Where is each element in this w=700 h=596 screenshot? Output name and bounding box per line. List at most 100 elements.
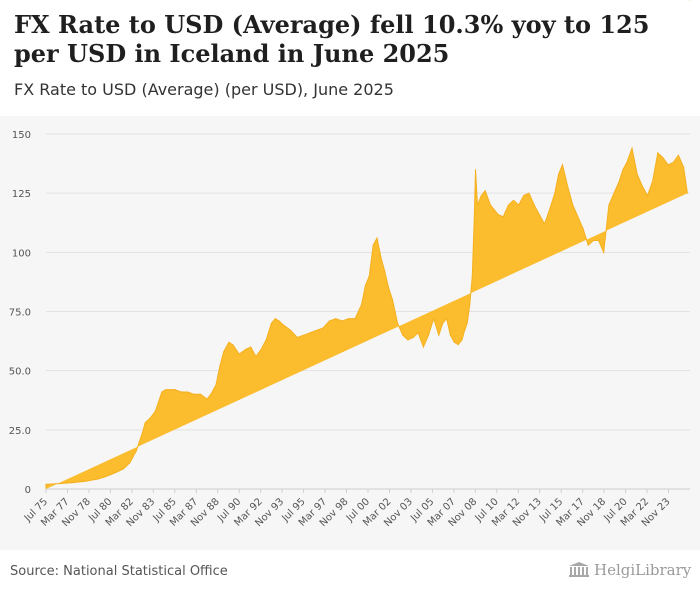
data-point (646, 194, 649, 197)
data-point (449, 334, 451, 336)
data-point (538, 213, 540, 216)
data-point (528, 192, 530, 194)
data-point (174, 389, 176, 391)
data-point (135, 450, 137, 452)
data-point (274, 318, 276, 320)
data-point (598, 239, 600, 242)
source-note: Source: National Statistical Office (10, 564, 228, 579)
data-point (238, 353, 240, 355)
data-point (84, 480, 86, 482)
data-point (180, 391, 182, 393)
data-point (417, 332, 419, 334)
data-point (219, 365, 221, 367)
data-point (255, 355, 257, 358)
chart-title: FX Rate to USD (Average) fell 10.3% yoy … (14, 10, 650, 68)
data-point (165, 389, 167, 391)
data-point (144, 422, 146, 424)
data-point (518, 204, 520, 206)
data-point (471, 275, 473, 277)
data-point (489, 204, 491, 206)
data-point (376, 237, 378, 239)
data-point (686, 192, 689, 194)
data-point (667, 164, 669, 166)
data-point (103, 476, 105, 478)
data-point (587, 244, 589, 246)
data-point (618, 180, 620, 182)
data-point (688, 0, 690, 1)
data-point (402, 334, 404, 336)
data-point (466, 322, 468, 324)
data-point (384, 270, 386, 272)
data-point (232, 344, 234, 346)
data-point (533, 204, 535, 206)
data-point (348, 318, 350, 320)
data-point (523, 194, 525, 197)
data-point (328, 320, 330, 322)
data-point (407, 339, 409, 341)
data-point (397, 322, 399, 324)
data-point (391, 299, 394, 301)
data-point (567, 185, 569, 187)
data-point (480, 194, 482, 197)
data-point (290, 329, 292, 331)
data-point (193, 393, 195, 395)
data-point (206, 398, 208, 400)
data-point (493, 209, 495, 211)
data-point (608, 204, 610, 206)
data-point (260, 348, 262, 350)
data-point (484, 190, 486, 192)
data-point (315, 329, 318, 331)
data-point (469, 303, 471, 305)
data-point (303, 334, 305, 336)
y-tick-label: 100 (12, 248, 31, 259)
data-point (657, 152, 659, 154)
data-point (464, 329, 466, 331)
data-point (631, 147, 633, 149)
data-point (572, 204, 574, 206)
data-point (662, 157, 664, 159)
data-point (270, 322, 272, 324)
data-point (446, 318, 448, 320)
data-point (341, 320, 343, 322)
data-point (622, 168, 624, 171)
data-point (71, 482, 73, 484)
data-point (652, 180, 654, 182)
data-point (554, 192, 556, 194)
data-point (278, 320, 280, 322)
y-tick-label: 25.0 (9, 426, 31, 437)
chart-subtitle: FX Rate to USD (Average) (per USD), June… (14, 80, 394, 99)
data-point (380, 256, 382, 258)
data-point (265, 339, 267, 341)
data-point (636, 173, 638, 175)
logo-text: HelgiLibrary (594, 561, 692, 579)
data-point (457, 344, 459, 346)
data-point (372, 244, 374, 246)
data-point (558, 173, 560, 175)
y-tick-label: 125 (12, 189, 31, 200)
data-point (626, 161, 628, 163)
data-point (96, 478, 99, 480)
data-point (354, 318, 356, 320)
data-point (368, 275, 370, 277)
data-point (422, 346, 424, 348)
data-point (512, 199, 515, 201)
data-point (388, 287, 390, 289)
data-point (474, 168, 477, 171)
data-point (427, 334, 430, 336)
data-point (129, 462, 131, 464)
data-point (473, 216, 475, 218)
data-point (335, 318, 337, 320)
data-point (322, 327, 324, 329)
data-point (461, 339, 463, 341)
data-point (122, 468, 124, 470)
data-point (549, 209, 551, 211)
data-point (200, 393, 202, 395)
data-point (245, 348, 247, 350)
helgi-library-logo: HelgiLibrary (568, 561, 691, 579)
data-point (109, 474, 111, 476)
data-point (309, 332, 311, 334)
data-point (210, 393, 212, 395)
data-point (215, 384, 217, 386)
